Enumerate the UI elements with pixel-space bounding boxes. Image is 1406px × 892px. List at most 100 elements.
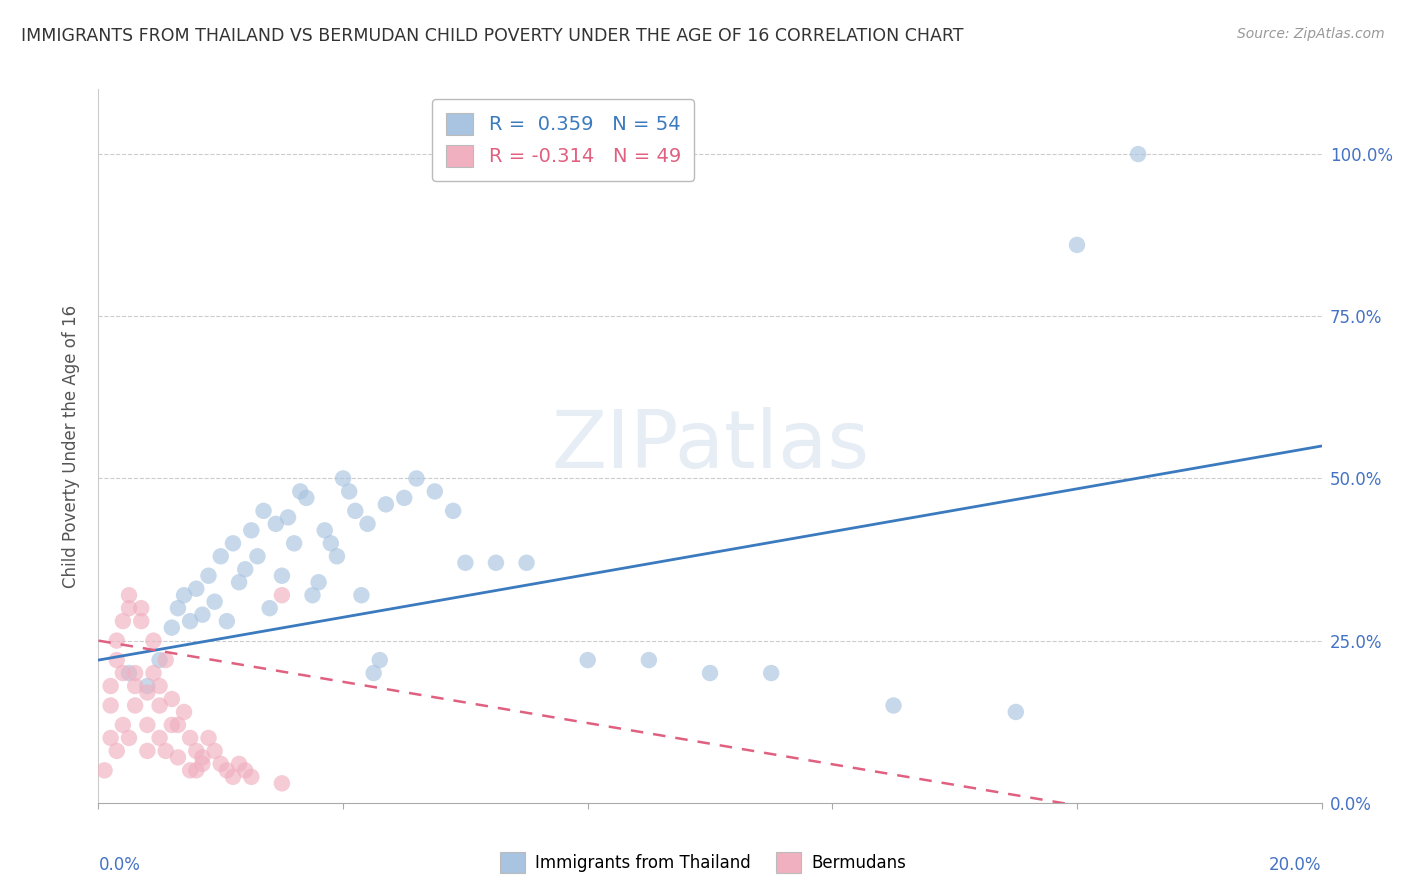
- Point: [160, 692, 183, 706]
- Point: [129, 601, 152, 615]
- Point: [105, 653, 128, 667]
- Point: [191, 750, 214, 764]
- Point: [167, 718, 190, 732]
- Point: [240, 524, 263, 538]
- Point: [295, 491, 318, 505]
- Point: [204, 744, 226, 758]
- Point: [277, 510, 299, 524]
- Point: [111, 718, 134, 732]
- Point: [155, 744, 177, 758]
- Point: [392, 491, 416, 505]
- Point: [167, 750, 190, 764]
- Point: [485, 556, 508, 570]
- Point: [197, 731, 219, 745]
- Point: [136, 744, 159, 758]
- Point: [191, 756, 214, 771]
- Point: [264, 516, 287, 531]
- Y-axis label: Child Poverty Under the Age of 16: Child Poverty Under the Age of 16: [62, 304, 80, 588]
- Point: [118, 588, 141, 602]
- Point: [368, 653, 391, 667]
- Point: [1066, 238, 1088, 252]
- Point: [1128, 147, 1150, 161]
- Point: [637, 653, 661, 667]
- Point: [186, 582, 208, 596]
- Point: [222, 536, 245, 550]
- Point: [124, 698, 146, 713]
- Point: [118, 601, 141, 615]
- Point: [228, 575, 250, 590]
- Point: [179, 764, 201, 778]
- Point: [118, 731, 141, 745]
- Point: [699, 666, 721, 681]
- Point: [100, 679, 122, 693]
- Point: [191, 607, 214, 622]
- Point: [179, 614, 201, 628]
- Point: [270, 568, 292, 582]
- Text: Source: ZipAtlas.com: Source: ZipAtlas.com: [1237, 27, 1385, 41]
- Point: [105, 633, 128, 648]
- Point: [516, 556, 538, 570]
- Point: [332, 471, 354, 485]
- Point: [167, 601, 190, 615]
- Point: [233, 562, 256, 576]
- Point: [308, 575, 330, 590]
- Point: [179, 731, 201, 745]
- Point: [93, 764, 115, 778]
- Point: [186, 764, 208, 778]
- Point: [155, 653, 177, 667]
- Point: [173, 588, 195, 602]
- Point: [259, 601, 281, 615]
- Point: [319, 536, 342, 550]
- Legend: Immigrants from Thailand, Bermudans: Immigrants from Thailand, Bermudans: [494, 846, 912, 880]
- Point: [314, 524, 336, 538]
- Point: [149, 679, 172, 693]
- Point: [405, 471, 427, 485]
- Point: [186, 744, 208, 758]
- Point: [204, 595, 226, 609]
- Point: [149, 698, 172, 713]
- Point: [209, 756, 232, 771]
- Text: IMMIGRANTS FROM THAILAND VS BERMUDAN CHILD POVERTY UNDER THE AGE OF 16 CORRELATI: IMMIGRANTS FROM THAILAND VS BERMUDAN CHI…: [21, 27, 963, 45]
- Point: [149, 731, 172, 745]
- Point: [136, 679, 159, 693]
- Point: [350, 588, 373, 602]
- Point: [142, 666, 165, 681]
- Point: [111, 666, 134, 681]
- Point: [209, 549, 232, 564]
- Point: [173, 705, 195, 719]
- Point: [270, 588, 292, 602]
- Point: [129, 614, 152, 628]
- Point: [454, 556, 477, 570]
- Point: [100, 731, 122, 745]
- Point: [197, 568, 219, 582]
- Point: [344, 504, 367, 518]
- Point: [576, 653, 599, 667]
- Point: [883, 698, 905, 713]
- Point: [290, 484, 312, 499]
- Point: [441, 504, 464, 518]
- Point: [136, 685, 159, 699]
- Point: [423, 484, 446, 499]
- Point: [228, 756, 250, 771]
- Point: [105, 744, 128, 758]
- Point: [136, 718, 159, 732]
- Point: [356, 516, 378, 531]
- Point: [215, 764, 238, 778]
- Point: [160, 718, 183, 732]
- Point: [142, 633, 165, 648]
- Point: [326, 549, 349, 564]
- Point: [160, 621, 183, 635]
- Point: [124, 666, 146, 681]
- Point: [124, 679, 146, 693]
- Point: [118, 666, 141, 681]
- Text: 0.0%: 0.0%: [98, 856, 141, 874]
- Point: [270, 776, 292, 790]
- Point: [759, 666, 782, 681]
- Point: [252, 504, 274, 518]
- Point: [374, 497, 396, 511]
- Point: [215, 614, 238, 628]
- Point: [222, 770, 245, 784]
- Point: [111, 614, 134, 628]
- Point: [301, 588, 323, 602]
- Text: 20.0%: 20.0%: [1270, 856, 1322, 874]
